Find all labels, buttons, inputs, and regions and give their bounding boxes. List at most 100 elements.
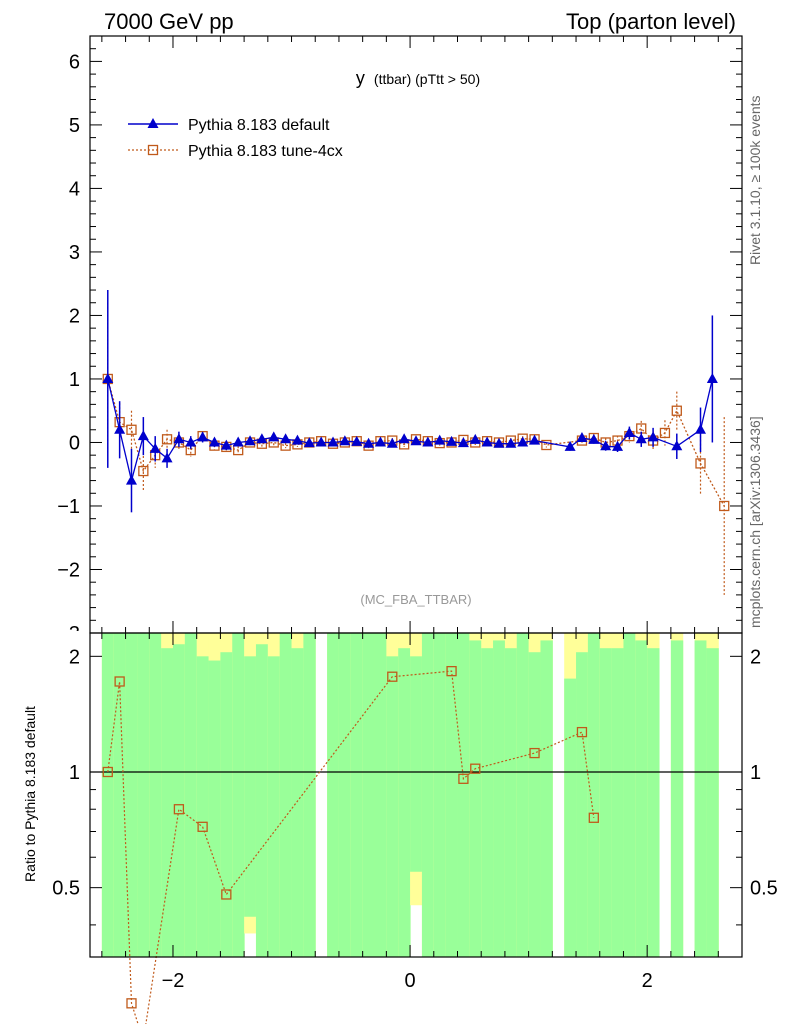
ratio-band-inner <box>706 648 719 957</box>
legend-label-tune4cx: Pythia 8.183 tune-4cx <box>188 143 343 160</box>
ratio-point <box>387 671 398 682</box>
ratio-band-inner <box>493 640 506 957</box>
ratio-band-inner <box>670 640 684 957</box>
ratio-band-inner <box>244 656 257 917</box>
series-default-point <box>102 372 114 383</box>
series-default-point <box>280 433 292 444</box>
series-tune4cx-point <box>161 434 173 445</box>
series-default-point <box>208 436 220 447</box>
x-tick-label: 2 <box>642 970 653 992</box>
ratio-band-inner <box>516 633 530 957</box>
ratio-point <box>114 676 125 687</box>
series-default-point <box>197 431 209 442</box>
y-tick-label: −2 <box>57 559 80 581</box>
y-tick-label: −1 <box>57 496 80 518</box>
y-tick-label: 0 <box>69 432 80 454</box>
series-default-point <box>220 439 232 450</box>
series-default-point <box>612 440 624 451</box>
header-left: 7000 GeV pp <box>104 9 234 34</box>
ratio-point <box>102 766 113 778</box>
ratio-band-inner <box>386 656 399 957</box>
ratio-band-inner <box>457 633 470 957</box>
series-default-point <box>481 436 493 447</box>
series-tune4cx-point <box>138 465 149 477</box>
ratio-band-inner <box>599 648 613 957</box>
legend-entry-default: Pythia 8.183 default <box>128 117 330 134</box>
series-default-point <box>339 435 351 446</box>
series-default-point <box>173 433 185 444</box>
series-default-point <box>185 436 197 447</box>
ratio-band-inner <box>481 648 494 957</box>
ratio-band-inner <box>196 656 210 957</box>
y-tick-label: 1 <box>69 369 80 391</box>
series-default-point <box>161 452 173 463</box>
watermark: (MC_FBA_TTBAR) <box>360 592 471 607</box>
ratio-y-tick-label: 0.5 <box>52 878 80 900</box>
series-default-point <box>635 433 647 444</box>
ratio-band-inner <box>504 648 518 957</box>
ratio-band-inner <box>267 656 281 957</box>
ratio-band-inner <box>184 633 198 957</box>
ratio-y-tick-label: 1 <box>69 762 80 784</box>
legend: Pythia 8.183 default Pythia 8.183 tune-4… <box>128 117 343 160</box>
ratio-band-inner <box>208 660 221 957</box>
ratio-band-inner <box>694 640 707 957</box>
series-default-point <box>398 433 410 444</box>
series-default-point <box>457 437 469 448</box>
ratio-point <box>221 889 232 900</box>
ratio-band-inner <box>137 633 150 957</box>
ratio-band-inner <box>410 656 423 872</box>
ratio-point <box>576 726 588 738</box>
series-default-point <box>327 436 339 447</box>
ratio-band-inner <box>220 652 233 957</box>
y-tick-label: 4 <box>69 178 80 200</box>
ratio-band-inner <box>587 633 601 957</box>
ratio-band-inner <box>398 648 411 957</box>
ratio-ylabel: Ratio to Pythia 8.183 default <box>22 706 38 882</box>
triangle-marker-icon <box>147 118 159 128</box>
ratio-band-inner <box>113 633 127 957</box>
series-default-point <box>529 434 541 445</box>
ratio-lines <box>90 665 742 1024</box>
series-default-point <box>268 431 280 442</box>
series-default-point <box>125 474 137 485</box>
series-default-point <box>469 433 481 444</box>
series-default-point <box>351 435 363 446</box>
ratio-y-tick-label-right: 1 <box>750 762 761 784</box>
ratio-band-inner <box>445 633 458 957</box>
y-tick-label: 6 <box>69 51 80 73</box>
y-tick-label: 3 <box>69 242 80 264</box>
series-default-point <box>564 440 576 451</box>
series-default-point <box>374 436 386 447</box>
ratio-point <box>470 763 481 774</box>
ratio-band-inner <box>564 678 577 957</box>
series-default-point <box>623 426 635 437</box>
series-default-point <box>517 436 529 447</box>
series-default-point <box>363 437 375 448</box>
series-tune4cx-point <box>719 500 730 512</box>
ratio-point <box>529 747 540 759</box>
ratio-band-inner <box>433 633 447 957</box>
ratio-band-inner <box>279 633 293 957</box>
ratio-band-inner <box>101 633 115 957</box>
ratio-band-inner <box>647 648 660 957</box>
ratio-band-inner <box>125 633 138 957</box>
y-tick-label-clipped: −3 <box>57 623 80 645</box>
series-tune4cx-point <box>541 439 552 451</box>
ratio-band-inner <box>611 648 624 957</box>
series-default-point <box>706 372 718 383</box>
ratio-band-inner <box>350 633 364 957</box>
legend-label-default: Pythia 8.183 default <box>188 117 330 134</box>
series-default-point <box>671 440 683 451</box>
rivet-label: Rivet 3.1.10, ≥ 100k events <box>747 95 763 265</box>
ratio-band-inner <box>149 633 162 957</box>
series-tune4cx-point <box>659 427 671 439</box>
ratio-point <box>197 821 208 832</box>
ratio-point <box>588 812 599 823</box>
ratio-series-line <box>107 670 595 1024</box>
ratio-point <box>173 804 185 815</box>
mcplots-label: mcplots.cern.ch [arXiv:1306.3436] <box>747 416 763 628</box>
series-default-point <box>505 437 517 448</box>
ratio-y-tick-label: 2 <box>69 646 80 668</box>
